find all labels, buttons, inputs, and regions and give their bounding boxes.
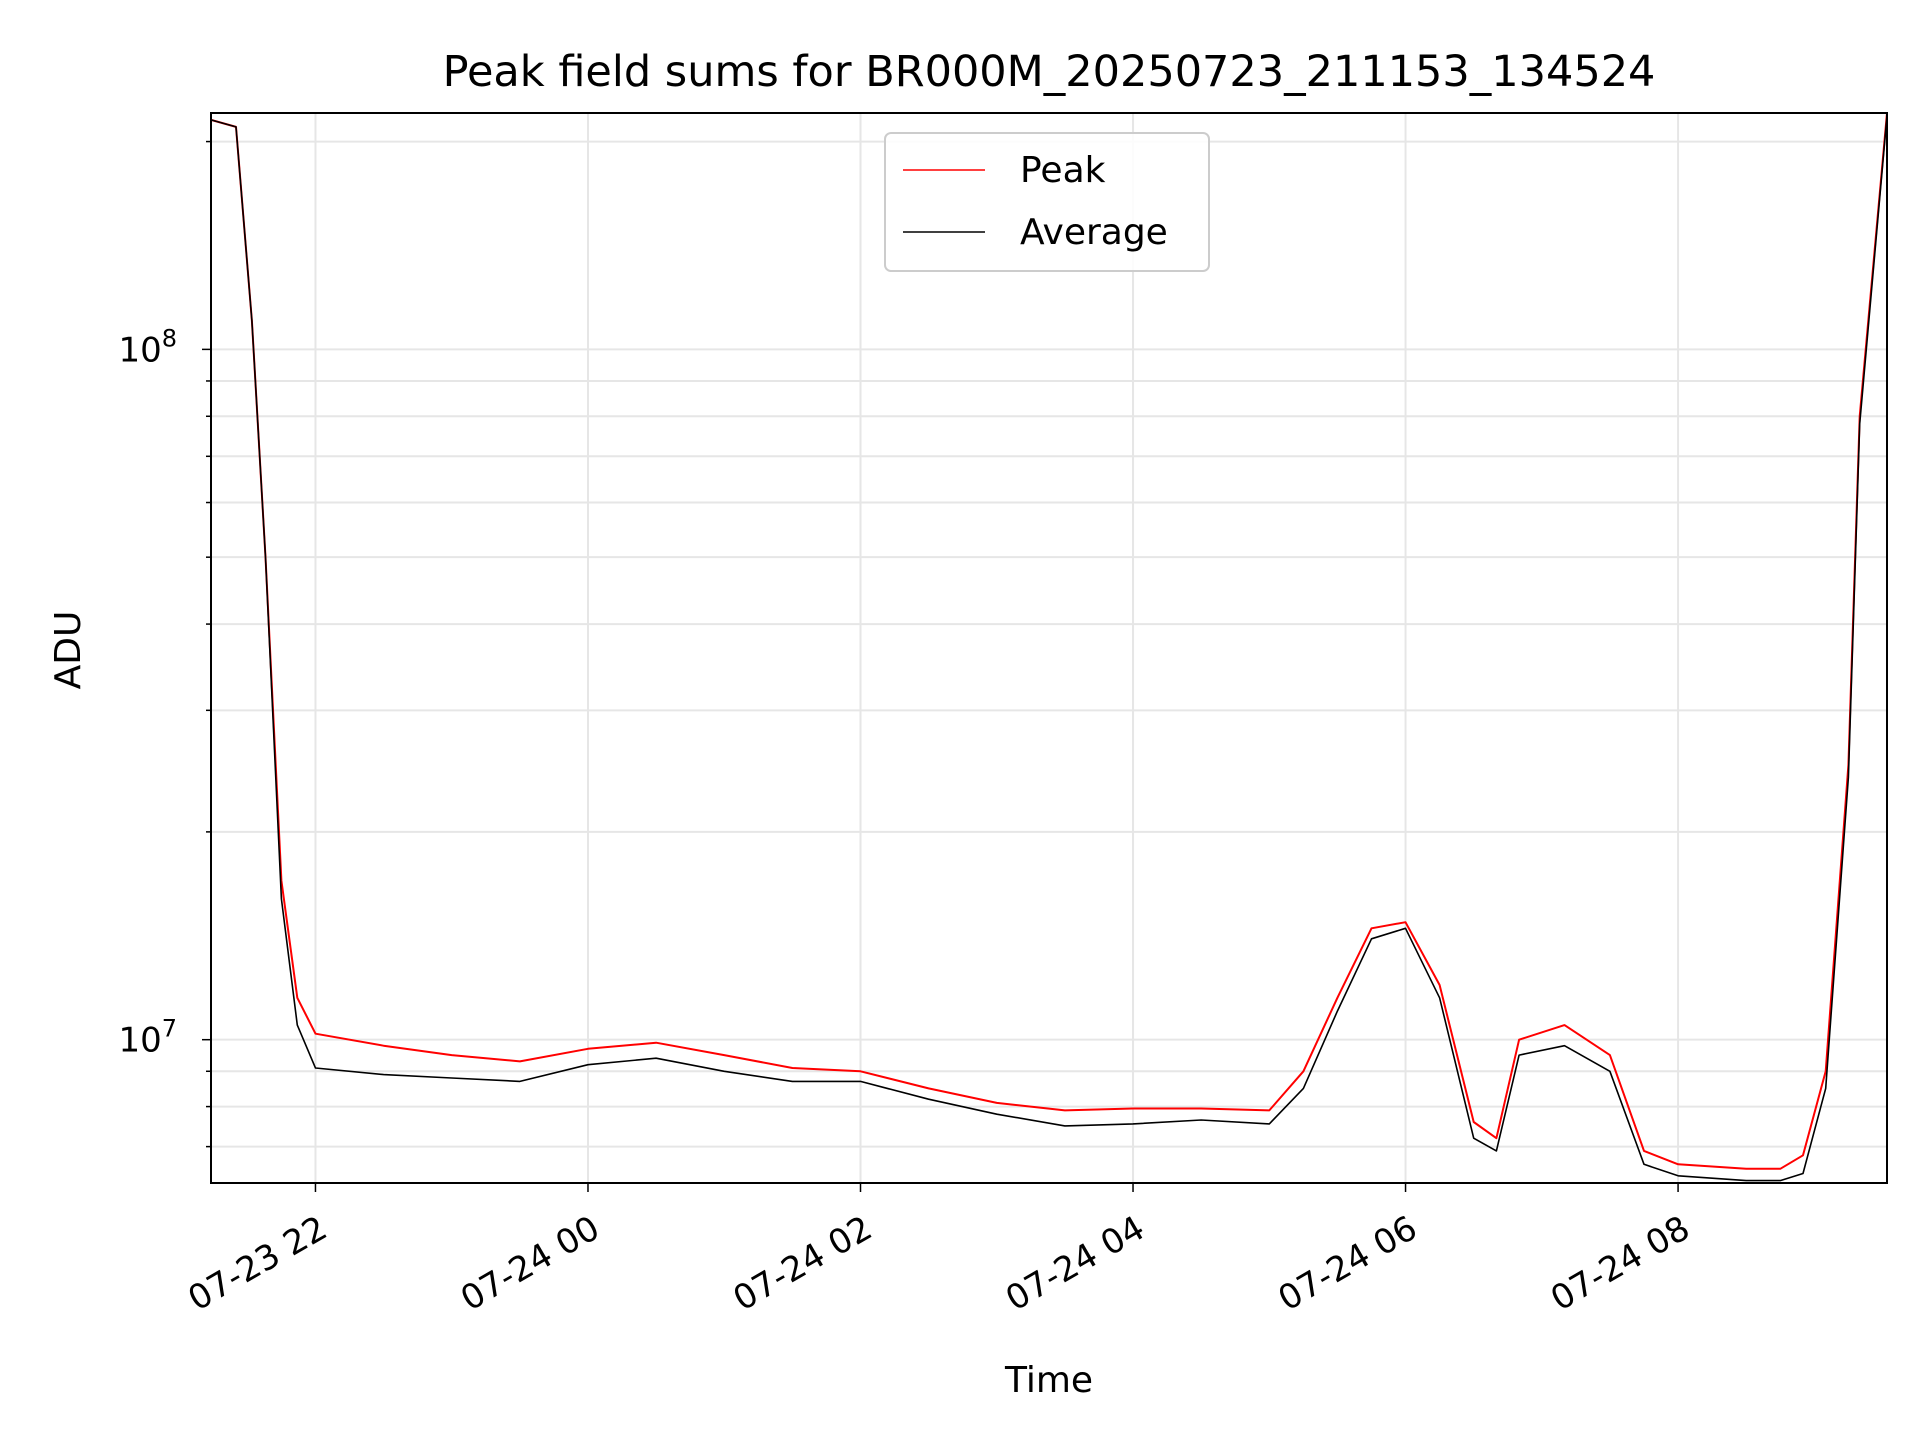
- y-tick-label: 107: [118, 1015, 177, 1061]
- legend: Peak Average: [884, 132, 1210, 272]
- series-line-peak: [210, 112, 1888, 1170]
- series-line-average: [210, 115, 1888, 1182]
- y-tick-label: 108: [118, 324, 177, 370]
- x-axis-label: Time: [1004, 1360, 1093, 1401]
- legend-label-average: Average: [1020, 212, 1168, 253]
- legend-box: [884, 132, 1210, 272]
- chart-title: Peak field sums for BR000M_20250723_2111…: [443, 47, 1656, 97]
- y-axis-label: ADU: [48, 611, 89, 690]
- series-layer: [210, 112, 1888, 1182]
- legend-label-peak: Peak: [1020, 150, 1106, 191]
- plot-frame: [210, 112, 1888, 1184]
- grid: [211, 113, 1887, 1183]
